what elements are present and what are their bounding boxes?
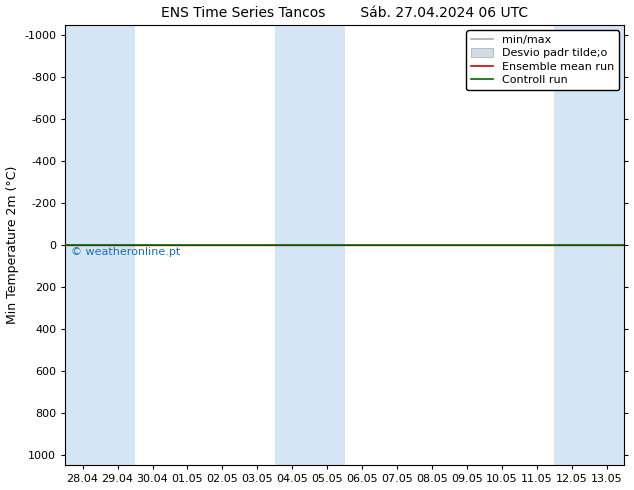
Bar xyxy=(275,25,345,465)
Legend: min/max, Desvio padr tilde;o, Ensemble mean run, Controll run: min/max, Desvio padr tilde;o, Ensemble m… xyxy=(467,30,619,90)
Title: ENS Time Series Tancos        Sáb. 27.04.2024 06 UTC: ENS Time Series Tancos Sáb. 27.04.2024 0… xyxy=(161,5,528,20)
Text: © weatheronline.pt: © weatheronline.pt xyxy=(71,247,180,257)
Y-axis label: Min Temperature 2m (°C): Min Temperature 2m (°C) xyxy=(6,166,18,324)
Bar xyxy=(554,25,624,465)
Bar xyxy=(65,25,135,465)
